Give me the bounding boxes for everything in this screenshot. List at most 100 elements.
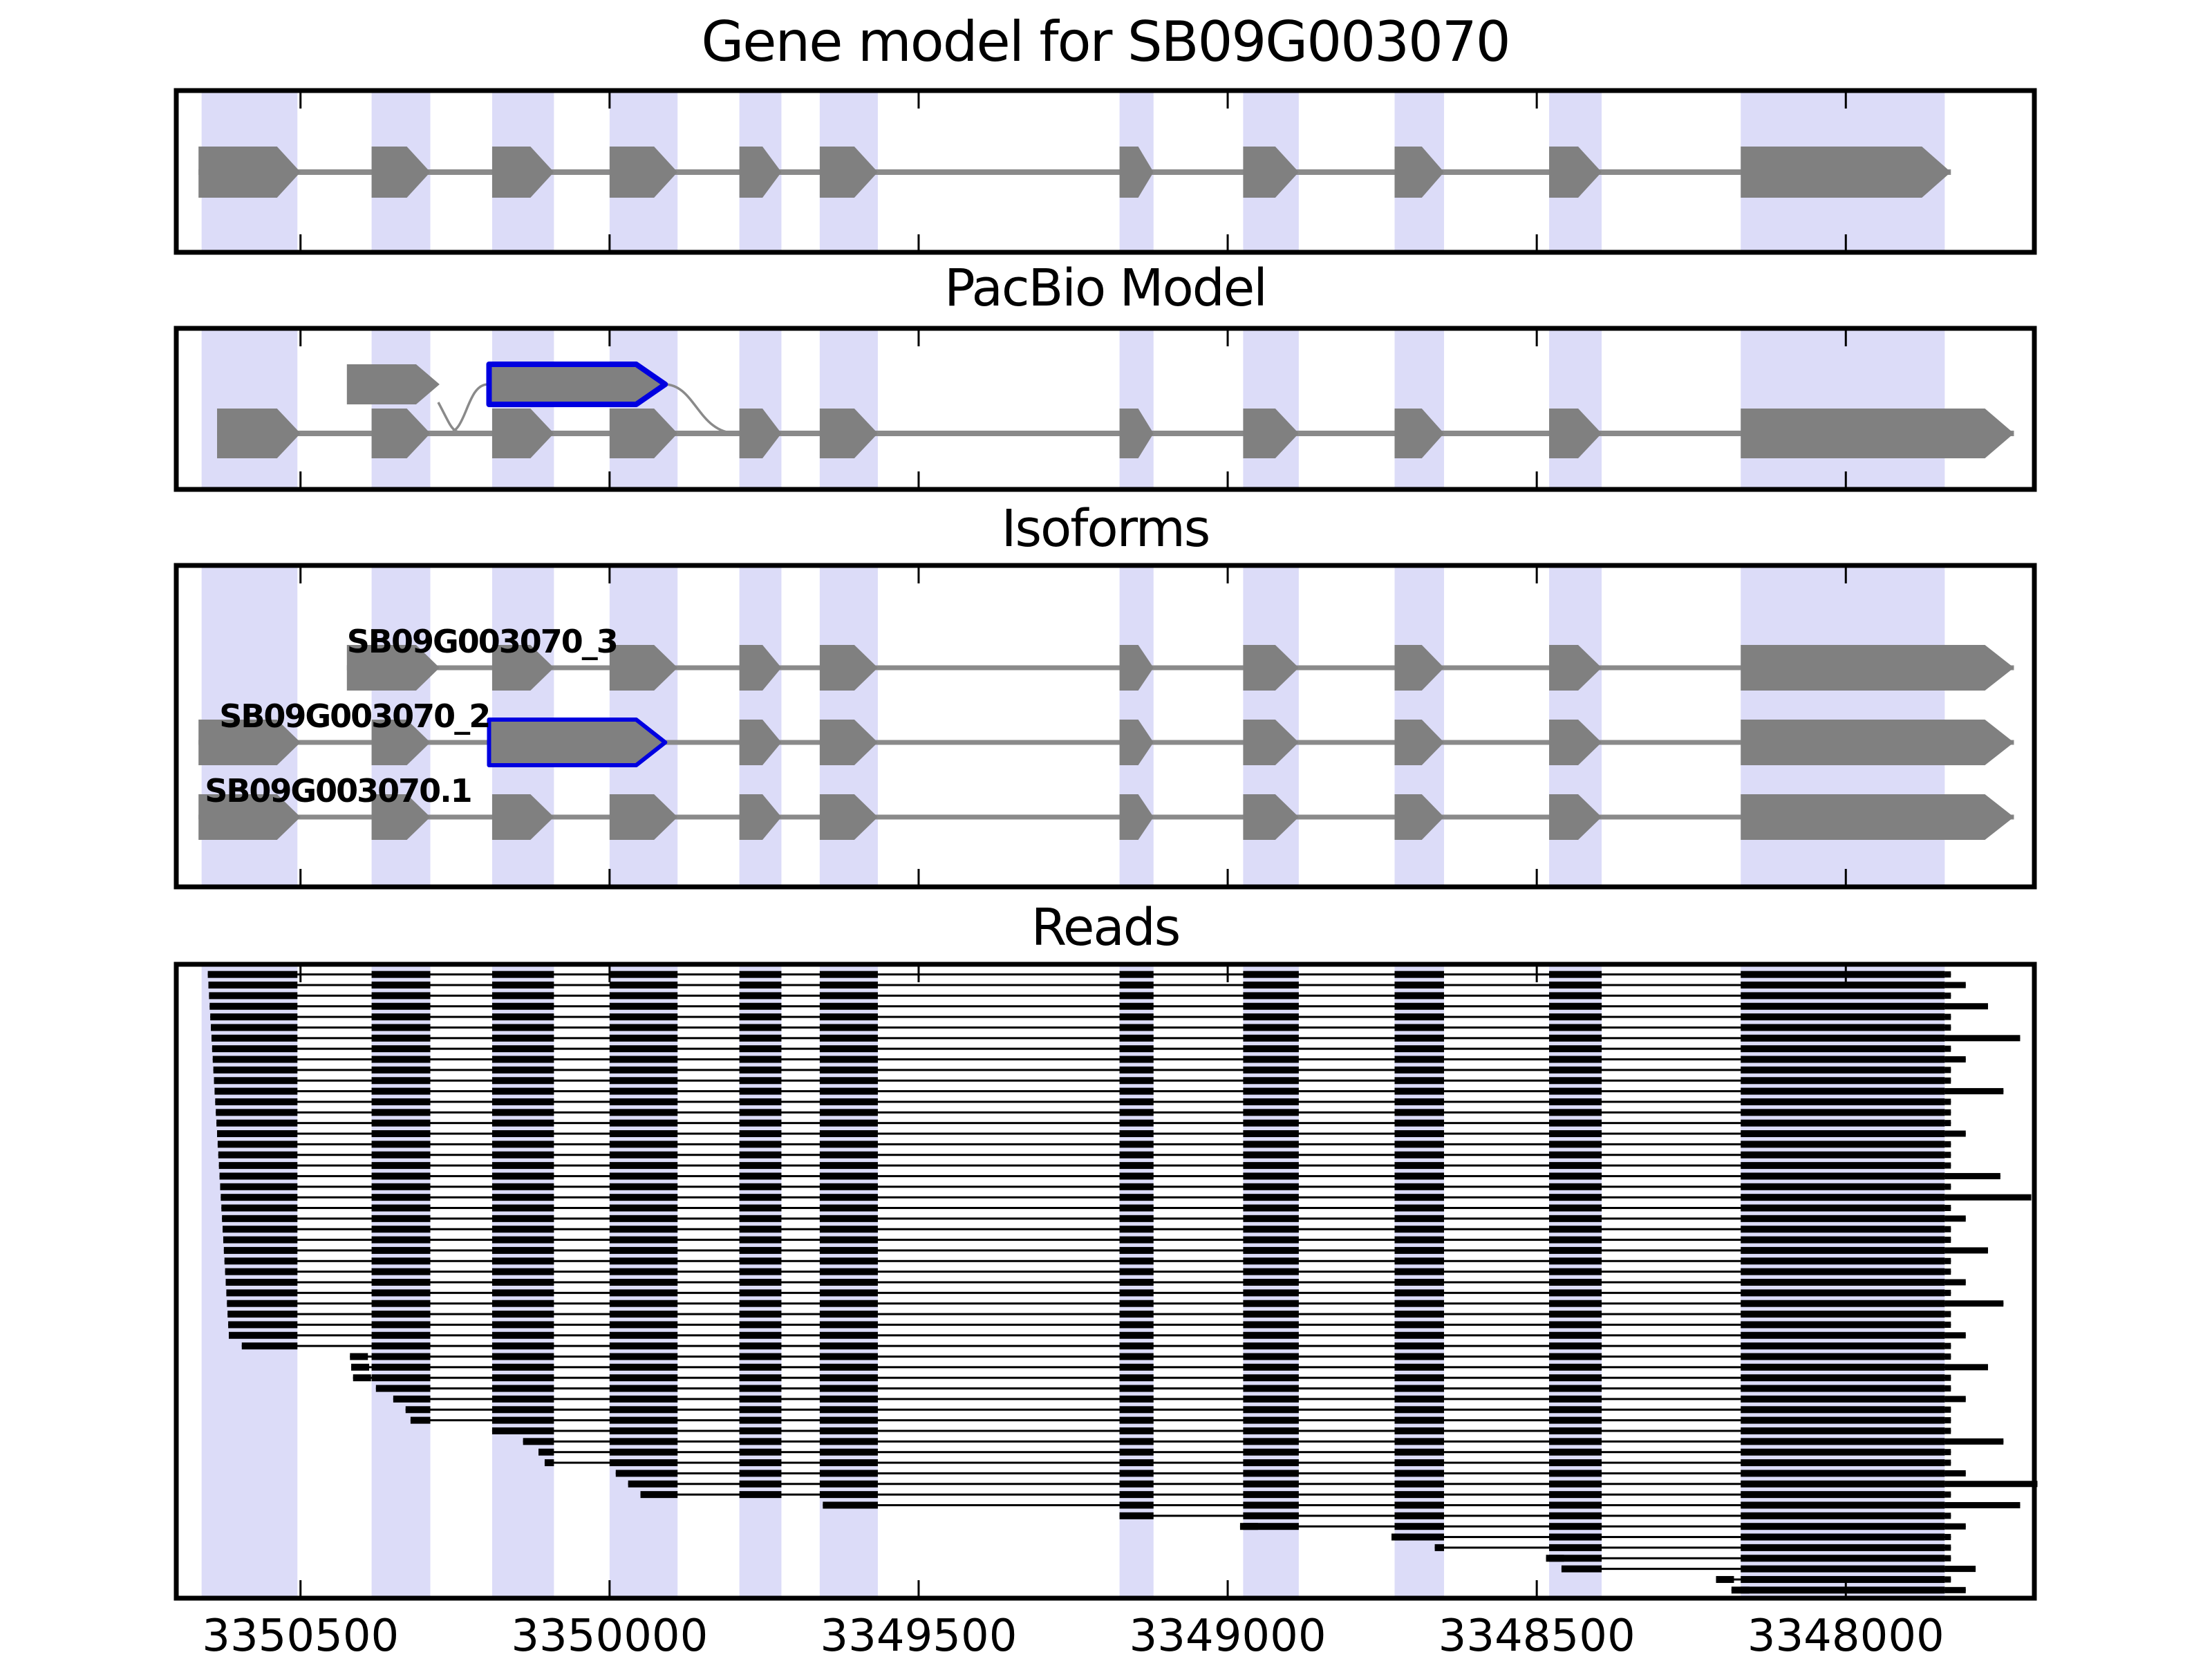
read-exon-block: [217, 1130, 298, 1138]
read-exon-block: [1549, 1438, 1602, 1445]
read-exon-block: [1394, 1523, 1445, 1530]
read-end-tail: [1944, 1226, 1951, 1232]
read-exon-block: [1119, 1395, 1154, 1403]
read-exon-block: [209, 1002, 298, 1010]
read-exon-block: [371, 1024, 431, 1031]
read-end-tail: [1944, 1257, 1951, 1264]
read-exon-block: [1394, 1172, 1445, 1180]
read-exon-block: [819, 1470, 878, 1477]
axis-tick-mark: [1844, 565, 1847, 583]
gene-model-exon: [371, 147, 431, 198]
read-exon-block: [1549, 1533, 1602, 1541]
read-exon-block: [1741, 1130, 1945, 1138]
axis-tick-mark: [299, 565, 302, 583]
read-exon-block: [1243, 1141, 1299, 1148]
read-end-tail: [1944, 1374, 1951, 1381]
read-exon-block: [491, 1300, 554, 1307]
read-exon-block: [491, 1236, 554, 1244]
read-exon-block: [1741, 1363, 1945, 1371]
read-end-tail: [1944, 1342, 1951, 1349]
read-span-line: [1391, 1536, 1951, 1539]
read-exon-block: [1549, 1119, 1602, 1127]
read-exon-block: [609, 1374, 678, 1382]
read-exon-block: [1394, 1151, 1445, 1159]
read-exon-block: [819, 1438, 878, 1445]
read-exon-block: [1549, 1501, 1602, 1509]
read-exon-block: [1119, 1215, 1154, 1222]
read-exon-block: [405, 1406, 431, 1414]
read-end-tail: [1944, 1438, 2004, 1445]
axis-tick-mark: [608, 91, 611, 109]
read-exon-block: [1741, 1331, 1945, 1339]
read-span-line: [217, 1132, 1966, 1135]
read-exon-block: [219, 1172, 298, 1180]
read-exon-block: [739, 1342, 782, 1350]
pacbio-intron-line: [217, 431, 2014, 436]
read-exon-block: [819, 1045, 878, 1053]
isoform-intron-line: [198, 740, 2014, 745]
read-span-line: [212, 1047, 1951, 1050]
read-exon-block: [538, 1448, 554, 1456]
read-exon-block: [1549, 1024, 1602, 1031]
read-end-tail: [1944, 1417, 1951, 1424]
read-exon-block: [609, 1279, 678, 1286]
read-exon-block: [739, 1141, 782, 1148]
read-exon-block: [739, 1448, 782, 1456]
read-exon-block: [1119, 1427, 1154, 1434]
read-exon-block: [1394, 1300, 1445, 1307]
read-exon-block: [1119, 1045, 1154, 1053]
reads-panel-title: Reads: [1031, 898, 1181, 957]
read-exon-block: [371, 1013, 431, 1021]
gene-model-exon: [1394, 147, 1445, 198]
read-exon-block: [1741, 992, 1945, 1000]
read-exon-block: [819, 1226, 878, 1233]
axis-tick-mark: [1844, 328, 1847, 346]
read-exon-block: [491, 1172, 554, 1180]
splice-junction-curve: [446, 383, 489, 435]
read-span-line: [351, 1366, 1988, 1369]
read-exon-block: [1394, 1289, 1445, 1297]
read-exon-block: [1119, 1321, 1154, 1329]
read-exon-block: [1394, 1501, 1445, 1509]
axis-tick-mark: [1844, 869, 1847, 887]
read-exon-block: [1243, 1151, 1299, 1159]
read-exon-block: [609, 1119, 678, 1127]
read-exon-block: [1549, 1427, 1602, 1434]
read-exon-block: [609, 1172, 678, 1180]
read-exon-block: [491, 1077, 554, 1085]
read-exon-block: [739, 1279, 782, 1286]
read-exon-block: [1394, 1002, 1445, 1010]
read-exon-block: [609, 1385, 678, 1392]
read-exon-block: [1243, 1385, 1299, 1392]
read-end-tail: [1944, 1268, 1951, 1275]
read-span-line: [219, 1174, 2000, 1177]
read-start-block: [353, 1374, 371, 1382]
read-exon-block: [1243, 1246, 1299, 1254]
read-end-tail: [1944, 1501, 2021, 1508]
read-exon-block: [1243, 1013, 1299, 1021]
read-exon-block: [1119, 1226, 1154, 1233]
gene-model-exon: [1741, 147, 1951, 198]
read-exon-block: [609, 1395, 678, 1403]
read-end-tail: [1944, 1024, 1951, 1031]
read-exon-block: [1243, 1501, 1299, 1509]
read-exon-block: [609, 1226, 678, 1233]
read-start-block: [351, 1363, 370, 1371]
read-span-line: [223, 1249, 1988, 1252]
read-exon-block: [221, 1204, 298, 1212]
read-exon-block: [1741, 1459, 1945, 1467]
read-exon-block: [819, 1077, 878, 1085]
read-end-tail: [1944, 1120, 1951, 1127]
read-exon-block: [1119, 1087, 1154, 1095]
read-exon-block: [544, 1459, 554, 1467]
pacbio-exon: [1549, 409, 1602, 458]
read-exon-block: [609, 1087, 678, 1095]
read-exon-block: [1549, 992, 1602, 1000]
axis-tick-mark: [917, 565, 920, 583]
read-exon-block: [371, 1119, 431, 1127]
read-exon-block: [609, 992, 678, 1000]
read-exon-block: [371, 1098, 431, 1105]
read-exon-block: [1741, 1279, 1945, 1286]
read-end-tail: [1944, 1512, 1951, 1519]
